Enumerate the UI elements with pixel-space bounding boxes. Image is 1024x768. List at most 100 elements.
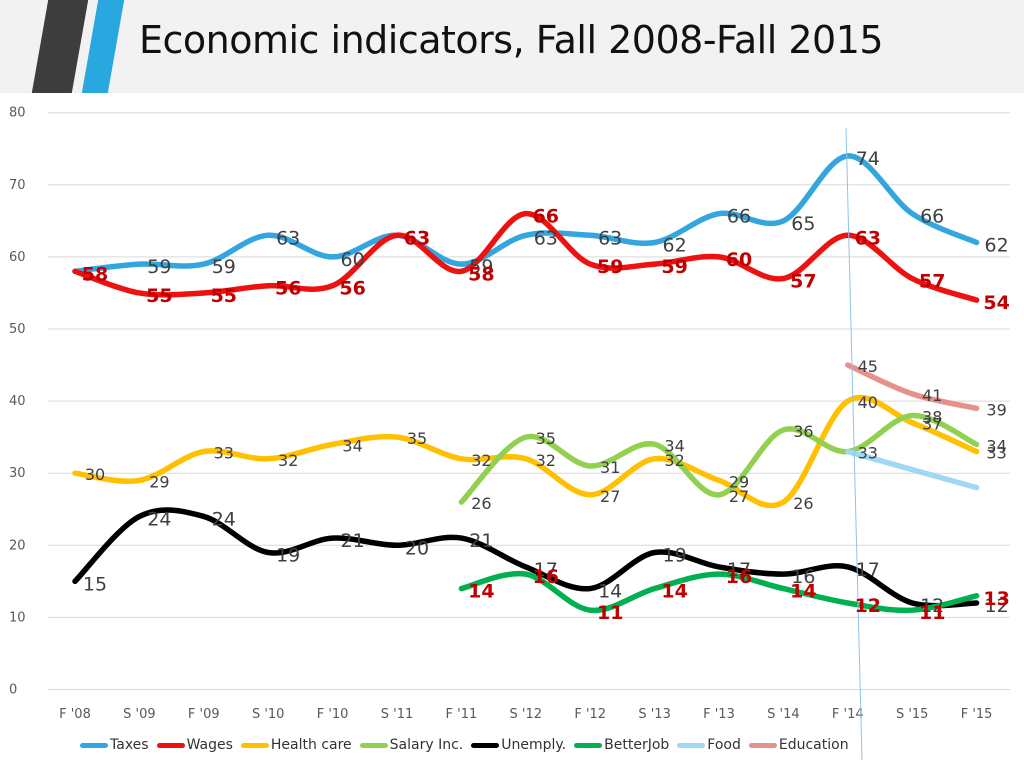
x-tick-label: S '11: [381, 707, 414, 722]
data-label: 63: [404, 227, 430, 249]
data-label: 60: [726, 249, 752, 271]
y-tick-label: 80: [9, 106, 26, 121]
data-label: 32: [278, 451, 298, 470]
x-tick-label: S '15: [896, 707, 929, 722]
data-label: 63: [405, 227, 429, 249]
legend-item: Wages: [156, 737, 233, 753]
legend-label: Education: [778, 737, 849, 753]
data-label: 56: [339, 278, 365, 300]
series-line-unemply: [72, 507, 980, 609]
data-label: 66: [727, 206, 751, 228]
data-label: 33: [858, 444, 878, 463]
series-line-wages: [72, 210, 980, 303]
data-label: 38: [922, 408, 942, 427]
series-line-betterjob: [458, 570, 980, 614]
data-label: 32: [536, 451, 556, 470]
x-tick-label: F '13: [703, 707, 735, 722]
data-label: 66: [920, 206, 944, 228]
data-label: 34: [664, 436, 684, 455]
y-tick-label: 40: [9, 394, 26, 409]
blue-accent-stripe: [81, 0, 125, 93]
x-tick-label: S '10: [252, 707, 285, 722]
data-label: 58: [82, 263, 108, 285]
series-line-salary-inc: [458, 412, 980, 505]
data-label: 35: [407, 429, 427, 448]
data-label: 14: [468, 581, 494, 603]
data-label: 17: [727, 559, 751, 581]
x-tick-label: F '10: [317, 707, 349, 722]
data-label: 60: [341, 249, 365, 271]
legend-item: Food: [677, 737, 741, 753]
data-label: 19: [663, 545, 687, 567]
legend-item: Education: [748, 737, 849, 753]
legend-swatch: [156, 742, 185, 748]
data-label: 66: [533, 206, 559, 228]
annotation-line: [845, 127, 863, 761]
y-tick-label: 60: [9, 250, 26, 265]
data-label: 59: [469, 256, 493, 278]
series-line-health-care: [72, 394, 980, 509]
legend-label: Unemply.: [501, 737, 567, 753]
data-label: 29: [729, 472, 749, 491]
x-tick-label: S '13: [638, 707, 671, 722]
legend-item: Taxes: [80, 737, 149, 753]
data-label: 36: [793, 422, 813, 441]
x-tick-label: S '12: [510, 707, 543, 722]
data-label: 40: [858, 393, 878, 412]
data-label: 26: [793, 494, 813, 513]
data-label: 11: [597, 602, 623, 624]
data-label: 27: [729, 487, 749, 506]
data-label: 27: [600, 487, 620, 506]
data-label: 17: [534, 559, 558, 581]
data-label: 12: [985, 595, 1009, 617]
data-label: 56: [275, 278, 301, 300]
x-tick-label: F '15: [961, 707, 993, 722]
data-label: 57: [919, 271, 945, 293]
legend-item: Unemply.: [471, 737, 566, 753]
data-label: 59: [597, 256, 623, 278]
legend-item: BetterJob: [574, 737, 669, 753]
legend-swatch: [677, 742, 706, 748]
chart-legend: Taxes Wages Health care Salary Inc. Unemply.…: [80, 736, 857, 754]
data-label: 33: [986, 444, 1006, 463]
y-tick-label: 20: [9, 538, 26, 553]
data-label: 63: [855, 227, 881, 249]
data-label: 13: [983, 588, 1009, 610]
data-label: 65: [791, 213, 815, 235]
y-tick-label: 0: [9, 683, 17, 698]
y-tick-label: 10: [9, 610, 26, 625]
data-label: 21: [341, 530, 365, 552]
data-label: 17: [856, 559, 880, 581]
data-label: 58: [468, 263, 494, 285]
data-label: 14: [790, 581, 816, 603]
data-label: 24: [147, 508, 171, 530]
title-banner: Economic indicators, Fall 2008-Fall 2015: [0, 0, 1024, 93]
data-label: 33: [214, 444, 234, 463]
data-label: 63: [598, 227, 622, 249]
legend-item: Health care: [240, 737, 352, 753]
x-tick-label: F '14: [832, 707, 864, 722]
data-label: 59: [147, 256, 171, 278]
data-label: 34: [342, 436, 362, 455]
data-label: 32: [471, 451, 491, 470]
legend-swatch: [240, 742, 269, 748]
y-tick-label: 30: [9, 466, 26, 481]
data-label: 11: [919, 602, 945, 624]
data-label: 34: [986, 436, 1006, 455]
x-tick-label: F '08: [59, 707, 91, 722]
data-label: 32: [664, 451, 684, 470]
series-line-education: [845, 362, 980, 412]
legend-swatch: [574, 742, 603, 748]
data-label: 21: [469, 530, 493, 552]
legend-label: Taxes: [110, 737, 149, 753]
data-label: 14: [598, 581, 622, 603]
data-label: 12: [855, 595, 881, 617]
y-tick-label: 70: [9, 178, 26, 193]
data-label: 41: [922, 386, 942, 405]
data-label: 35: [536, 429, 556, 448]
data-label: 16: [726, 566, 752, 588]
legend-swatch: [748, 742, 777, 748]
dark-accent-stripe: [31, 0, 89, 93]
data-label: 20: [405, 537, 429, 559]
data-label: 16: [791, 566, 815, 588]
